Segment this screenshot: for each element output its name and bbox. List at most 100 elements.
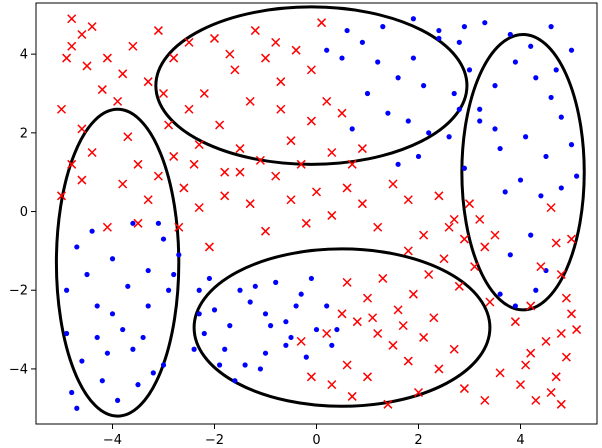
red-x-point (566, 234, 577, 244)
red-x-point (102, 53, 112, 63)
red-x-point (342, 360, 352, 370)
red-x-point (439, 254, 449, 264)
blue-point (339, 55, 345, 61)
red-x-point (510, 317, 520, 327)
red-x-point (403, 195, 413, 205)
plot-frame (35, 2, 598, 425)
blue-point (145, 303, 151, 309)
blue-point (273, 279, 279, 285)
red-x-point (480, 242, 490, 252)
red-x-point (327, 210, 337, 220)
blue-point (222, 346, 228, 352)
red-x-point (475, 214, 485, 224)
red-x-point (327, 380, 337, 390)
red-x-point (67, 14, 77, 24)
blue-point (558, 114, 564, 120)
blue-point (517, 177, 524, 183)
blue-point (206, 275, 212, 282)
red-x-point (158, 88, 169, 99)
red-x-point (464, 199, 475, 209)
red-x-point (526, 348, 536, 358)
blue-point (380, 24, 386, 30)
red-x-point (566, 309, 577, 319)
blue-point (436, 27, 442, 34)
y-tick-label: 2 (20, 126, 28, 141)
red-x-point (143, 77, 153, 87)
red-x-point (199, 88, 209, 99)
blue-point (308, 275, 314, 282)
blue-point (130, 346, 136, 352)
blue-point (232, 378, 238, 384)
red-x-point (245, 96, 255, 106)
red-x-point (327, 147, 337, 158)
red-x-point (306, 65, 316, 75)
blue-point (344, 27, 350, 34)
red-x-point (490, 230, 500, 240)
blue-point (405, 118, 411, 124)
blue-point (553, 67, 559, 73)
blue-point (334, 326, 340, 333)
red-x-point (419, 332, 429, 342)
red-x-point (184, 37, 194, 47)
red-x-point (164, 120, 174, 130)
blue-point (237, 287, 243, 293)
blue-point (574, 173, 580, 179)
red-x-point (434, 364, 444, 374)
red-x-point (179, 183, 189, 193)
blue-point (104, 350, 110, 356)
blue-point (324, 47, 330, 53)
blue-point (466, 67, 473, 73)
blue-point (115, 397, 121, 403)
red-x-point (215, 120, 225, 130)
blue-point (99, 378, 105, 384)
red-x-point (556, 399, 566, 409)
red-x-point (429, 313, 439, 323)
blue-point (528, 43, 534, 49)
red-x-point (97, 85, 107, 95)
red-x-point (306, 372, 316, 382)
blue-point (211, 307, 218, 313)
blue-point (252, 283, 258, 289)
red-x-point (286, 136, 296, 146)
red-x-point (342, 277, 352, 287)
red-x-point (204, 242, 214, 252)
blue-point (176, 252, 182, 258)
blue-point (349, 126, 355, 132)
red-x-point (383, 399, 393, 409)
blue-point (528, 232, 534, 238)
red-x-point (357, 144, 367, 154)
blue-point (201, 330, 207, 337)
blue-point (64, 330, 70, 337)
x-tick-label: 2 (414, 433, 422, 448)
red-x-point (260, 226, 271, 236)
red-x-point (169, 53, 179, 63)
blue-point (421, 83, 427, 89)
red-x-point (470, 262, 480, 272)
cluster-ellipse-1 (154, 5, 469, 166)
blue-point (120, 326, 126, 333)
blue-point (568, 142, 575, 148)
red-x-point (362, 372, 373, 382)
red-x-point (276, 104, 286, 114)
blue-point (109, 256, 116, 262)
blue-point (227, 323, 233, 329)
red-x-point (378, 273, 388, 283)
blue-point (324, 303, 330, 309)
blue-point (160, 362, 167, 368)
red-x-point (82, 61, 92, 71)
blue-point (375, 59, 381, 65)
blue-point (283, 319, 289, 325)
red-x-point (434, 191, 444, 201)
red-x-point (459, 384, 469, 394)
blue-point (262, 311, 269, 317)
blue-point (558, 185, 564, 191)
blue-point (166, 287, 172, 293)
blue-point (461, 165, 467, 171)
red-x-point (322, 328, 332, 339)
red-x-point (413, 387, 424, 398)
red-x-point (67, 41, 77, 51)
blue-point (74, 244, 80, 250)
red-x-point (403, 356, 413, 366)
red-x-point (153, 171, 163, 181)
